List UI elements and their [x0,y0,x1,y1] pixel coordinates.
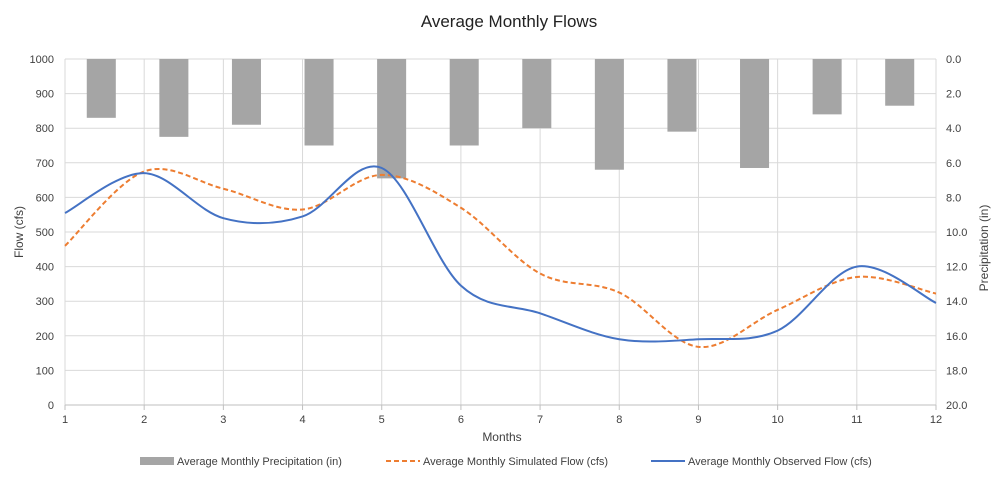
precipitation-bar [86,59,116,118]
y2-tick-label: 10.0 [946,227,967,239]
x-tick-label: 7 [537,414,543,426]
y-tick-label: 0 [48,400,54,412]
precipitation-bar [377,59,407,179]
precipitation-bar [812,59,842,115]
precipitation-bar [594,59,624,170]
y2-tick-label: 0.0 [946,54,961,66]
y-tick-label: 400 [36,262,54,274]
legend-label: Average Monthly Observed Flow (cfs) [688,456,872,468]
x-axis-title: Months [482,430,521,444]
legend-swatch-precipitation [140,457,174,465]
x-tick-label: 9 [695,414,701,426]
precipitation-bar [522,59,552,129]
precipitation-bar [231,59,261,125]
y-tick-label: 300 [36,296,54,308]
x-tick-label: 2 [141,414,147,426]
gridlines [64,58,937,406]
legend-label: Average Monthly Simulated Flow (cfs) [423,456,608,468]
flow-lines [64,165,937,348]
precipitation-bars [86,59,915,179]
x-tick-label: 5 [379,414,385,426]
chart-title: Average Monthly Flows [421,12,597,31]
y-axis-title: Flow (cfs) [12,206,26,258]
precipitation-bar [449,59,479,146]
y2-tick-label: 2.0 [946,89,961,101]
x-tick-label: 8 [616,414,622,426]
y2-tick-label: 20.0 [946,400,967,412]
x-tick-label: 11 [851,414,862,426]
axes: 0 100 200 300 400 500 600 700 800 900 1000 0.0 2.0 4.… [30,54,968,426]
secondary-y-axis-title: Precipitation (in) [977,205,991,292]
simulated-flow-line [64,167,937,348]
legend: Average Monthly Precipitation (in) Averag… [140,456,872,468]
x-tick-label: 10 [772,414,784,426]
x-tick-label: 6 [458,414,464,426]
y-tick-label: 100 [36,365,54,377]
y-tick-label: 900 [36,89,54,101]
y2-tick-label: 12.0 [946,262,967,274]
y-tick-label: 200 [36,331,54,343]
x-tick-label: 3 [220,414,226,426]
y2-tick-label: 16.0 [946,331,967,343]
y2-tick-label: 6.0 [946,158,961,170]
observed-flow-line [64,165,937,343]
x-tick-label: 1 [62,414,68,426]
precipitation-bar [885,59,915,106]
y2-tick-label: 14.0 [946,296,967,308]
precipitation-bar [667,59,697,132]
precipitation-bar [304,59,334,146]
y-tick-label: 1000 [30,54,54,66]
precipitation-bar [159,59,189,137]
y2-tick-label: 4.0 [946,123,961,135]
precipitation-bar [740,59,770,168]
y2-tick-label: 8.0 [946,192,961,204]
x-tick-label: 4 [299,414,305,426]
y-tick-label: 800 [36,123,54,135]
y2-tick-label: 18.0 [946,365,967,377]
legend-label: Average Monthly Precipitation (in) [177,456,342,468]
y-tick-label: 700 [36,158,54,170]
y-tick-label: 600 [36,192,54,204]
x-tick-label: 12 [930,414,942,426]
y-tick-label: 500 [36,227,54,239]
